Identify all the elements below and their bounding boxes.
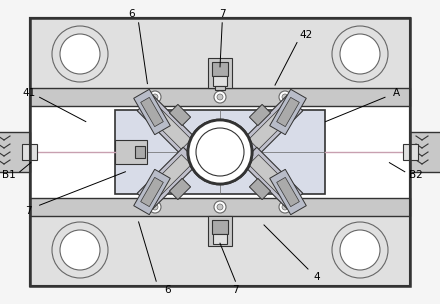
Bar	[30, 198, 410, 216]
Circle shape	[332, 222, 388, 278]
Bar	[403, 144, 418, 160]
Bar	[212, 62, 228, 76]
Bar	[213, 234, 227, 244]
Polygon shape	[134, 169, 170, 215]
Bar	[30, 88, 410, 106]
Bar	[208, 58, 232, 88]
Circle shape	[214, 201, 226, 213]
Text: 7: 7	[219, 9, 226, 19]
Circle shape	[217, 204, 223, 210]
Polygon shape	[270, 169, 306, 215]
Bar	[115, 110, 325, 194]
Bar	[135, 146, 145, 158]
Polygon shape	[277, 97, 299, 127]
Text: 42: 42	[299, 30, 312, 40]
Bar	[22, 144, 37, 160]
Polygon shape	[249, 178, 271, 200]
Circle shape	[60, 34, 100, 74]
Bar	[0, 132, 30, 172]
Circle shape	[279, 201, 291, 213]
Text: 41: 41	[22, 88, 35, 98]
Text: 7: 7	[232, 285, 239, 295]
Polygon shape	[169, 178, 191, 200]
Polygon shape	[145, 155, 191, 201]
Circle shape	[217, 94, 223, 100]
Polygon shape	[249, 104, 271, 126]
Bar	[213, 76, 227, 86]
Bar	[30, 216, 410, 286]
Circle shape	[340, 230, 380, 270]
Circle shape	[152, 94, 158, 100]
Text: 6: 6	[164, 285, 171, 295]
Bar	[410, 132, 440, 172]
Polygon shape	[137, 147, 199, 209]
Bar	[30, 18, 410, 286]
Circle shape	[340, 34, 380, 74]
Bar	[30, 18, 410, 286]
Text: A: A	[392, 88, 400, 98]
Polygon shape	[241, 95, 303, 157]
Text: 4: 4	[313, 272, 320, 282]
Text: B2: B2	[409, 170, 423, 180]
Bar	[208, 216, 232, 246]
Polygon shape	[270, 89, 306, 135]
Polygon shape	[249, 155, 295, 201]
Polygon shape	[145, 103, 191, 149]
Circle shape	[214, 91, 226, 103]
Circle shape	[282, 204, 288, 210]
Bar	[212, 220, 228, 234]
Polygon shape	[277, 177, 299, 207]
Circle shape	[52, 26, 108, 82]
Polygon shape	[241, 147, 303, 209]
Circle shape	[282, 94, 288, 100]
Polygon shape	[134, 89, 170, 135]
Circle shape	[332, 26, 388, 82]
Bar	[115, 140, 147, 164]
Circle shape	[188, 120, 252, 184]
Polygon shape	[249, 103, 295, 149]
Polygon shape	[141, 177, 163, 207]
Polygon shape	[141, 97, 163, 127]
Bar	[30, 18, 410, 286]
Polygon shape	[137, 95, 199, 157]
Text: 6: 6	[128, 9, 136, 19]
Bar	[215, 86, 225, 90]
Circle shape	[149, 91, 161, 103]
Text: 7: 7	[25, 206, 32, 216]
Bar	[30, 18, 410, 88]
Text: B1: B1	[2, 170, 16, 180]
Circle shape	[279, 91, 291, 103]
Circle shape	[188, 120, 252, 184]
Circle shape	[60, 230, 100, 270]
Circle shape	[52, 222, 108, 278]
Circle shape	[152, 204, 158, 210]
Circle shape	[149, 201, 161, 213]
Polygon shape	[169, 104, 191, 126]
